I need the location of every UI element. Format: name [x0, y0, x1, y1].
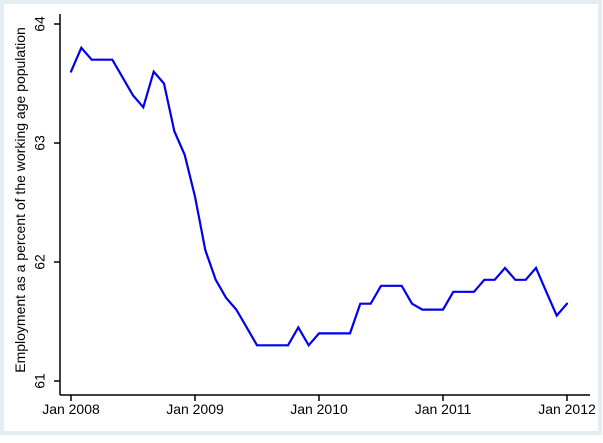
x-tick-label: Jan 2009: [166, 401, 224, 417]
y-tick-label: 64: [32, 16, 48, 32]
x-tick-label: Jan 2008: [42, 401, 100, 417]
y-tick-label: 62: [32, 254, 48, 270]
y-tick-label: 61: [32, 373, 48, 389]
x-tick-label: Jan 2010: [290, 401, 348, 417]
data-series: [69, 45, 569, 348]
employment-rate-line: [69, 45, 569, 348]
y-axis-ticks: 61 62 63 64: [32, 16, 60, 389]
x-tick-label: Jan 2011: [415, 401, 472, 417]
x-tick-label: Jan 2012: [538, 401, 596, 417]
x-axis-ticks: Jan 2008 Jan 2009 Jan 2010 Jan 2011 Jan 2012: [42, 395, 596, 417]
y-tick-label: 63: [32, 135, 48, 151]
y-axis-title: Employment as a percent of the working a…: [12, 27, 28, 373]
